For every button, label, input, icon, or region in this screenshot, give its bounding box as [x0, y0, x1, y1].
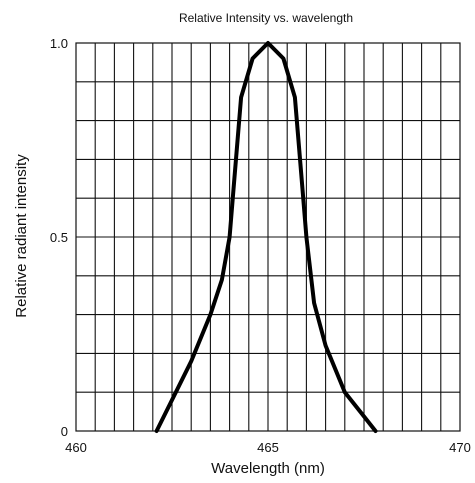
x-tick-label: 465 [257, 440, 279, 455]
x-tick-label: 470 [449, 440, 471, 455]
x-tick-label: 460 [65, 440, 87, 455]
series-line [154, 41, 378, 433]
x-axis-label: Wavelength (nm) [211, 460, 325, 477]
grid [76, 43, 460, 431]
y-tick-label: 0.5 [50, 230, 68, 245]
tick-labels: 460 465 470 0 0.5 1.0 [50, 36, 471, 455]
y-tick-label: 1.0 [50, 36, 68, 51]
series-layer [154, 41, 378, 433]
chart-title: Relative Intensity vs. wavelength [179, 11, 353, 25]
y-axis-label: Relative radiant intensity [13, 154, 30, 318]
y-tick-label: 0 [61, 424, 68, 439]
